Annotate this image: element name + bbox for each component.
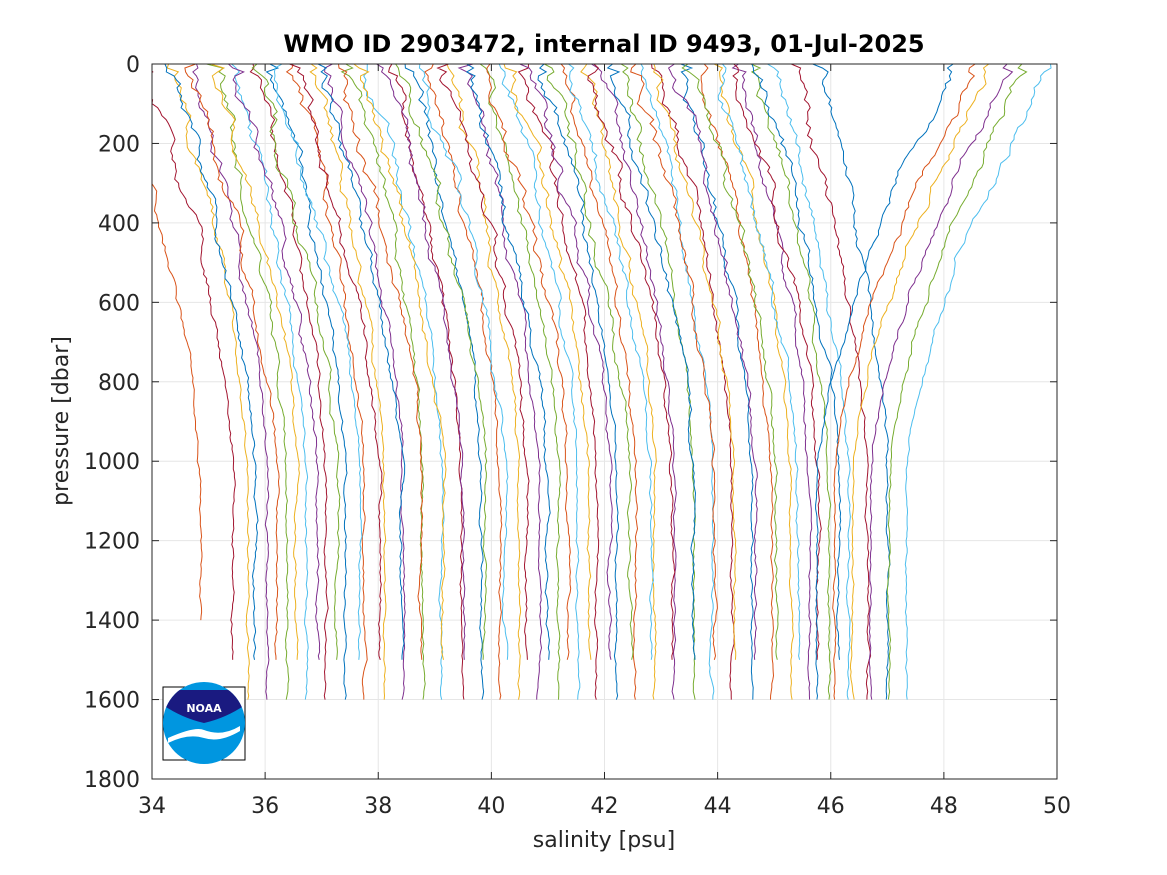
profile-line-28 <box>700 64 775 700</box>
profile-line-62 <box>717 64 801 660</box>
profile-line-29 <box>713 64 795 700</box>
y-tick-label: 1600 <box>84 689 140 714</box>
profile-line-71 <box>904 64 1052 700</box>
profile-line-34 <box>812 64 891 700</box>
profile-line-68 <box>849 64 990 700</box>
profile-line-50 <box>465 64 551 660</box>
profile-line-61 <box>681 64 779 660</box>
y-tick-label: 1200 <box>84 530 140 555</box>
profile-line-70 <box>886 64 1028 700</box>
y-tick-labels: 0 200 400 600 800 1000 1200 1400 1600 1800 <box>84 53 140 793</box>
profile-line-30 <box>731 64 813 700</box>
profile-line-56 <box>587 64 676 660</box>
profile-line-12 <box>388 64 465 700</box>
profile-line-51 <box>486 64 572 660</box>
profile-line-36 <box>164 64 259 660</box>
chart-title: WMO ID 2903472, internal ID 9493, 01-Jul… <box>283 30 924 58</box>
profile-line-5 <box>249 64 329 700</box>
profile-line-1 <box>166 64 250 700</box>
profile-line-65 <box>152 181 203 621</box>
axis-ticks <box>151 63 1058 780</box>
profile-line-66 <box>815 64 954 700</box>
x-tick-label: 40 <box>477 794 505 819</box>
profile-line-55 <box>568 64 655 660</box>
y-tick-label: 1000 <box>84 450 140 475</box>
profile-line-27 <box>680 64 754 700</box>
profile-line-48 <box>418 64 509 660</box>
x-tick-label: 50 <box>1043 794 1071 819</box>
profile-line-53 <box>519 64 614 660</box>
profile-line-21 <box>560 64 639 700</box>
x-tick-label: 42 <box>591 794 619 819</box>
y-tick-label: 800 <box>98 371 140 396</box>
profile-line-39 <box>228 64 321 660</box>
profile-line-46 <box>376 64 466 660</box>
profile-line-38 <box>210 64 300 660</box>
profile-line-47 <box>395 64 488 660</box>
profile-line-40 <box>251 64 341 660</box>
profile-line-16 <box>457 64 543 700</box>
profile-line-69 <box>868 64 1014 700</box>
profile-line-64 <box>751 64 842 660</box>
profile-line-6 <box>265 64 348 700</box>
profile-line-60 <box>667 64 758 660</box>
x-tick-label: 44 <box>704 794 732 819</box>
profile-line-3 <box>206 64 290 700</box>
profile-line-49 <box>436 64 530 660</box>
profile-line-58 <box>630 64 718 660</box>
profile-line-41 <box>273 64 363 660</box>
y-tick-label: 0 <box>126 53 140 78</box>
profile-line-54 <box>544 64 634 660</box>
profile-line-20 <box>537 64 619 700</box>
y-tick-label: 1400 <box>84 609 140 634</box>
profile-line-57 <box>606 64 697 660</box>
x-tick-label: 34 <box>138 794 166 819</box>
profile-line-43 <box>317 64 406 660</box>
profile-line-31 <box>750 64 832 700</box>
x-tick-label: 46 <box>817 794 845 819</box>
x-tick-label: 38 <box>364 794 392 819</box>
x-axis-label: salinity [psu] <box>533 828 675 853</box>
profile-line-2 <box>192 64 270 700</box>
profile-line-37 <box>184 64 280 660</box>
profile-line-8 <box>309 64 387 700</box>
profile-line-45 <box>353 64 447 660</box>
x-tick-label: 48 <box>930 794 958 819</box>
profile-line-33 <box>791 64 872 700</box>
profile-line-63 <box>732 64 822 660</box>
profile-line-14 <box>424 64 503 700</box>
profile-line-35 <box>152 64 236 660</box>
profile-line-59 <box>653 64 737 660</box>
y-axis-label: pressure [dbar] <box>49 336 74 506</box>
profile-line-11 <box>363 64 445 700</box>
profile-series-group <box>152 64 1052 700</box>
profile-line-32 <box>767 64 851 700</box>
profile-line-67 <box>832 64 976 700</box>
y-tick-label: 200 <box>98 132 140 157</box>
profile-line-9 <box>324 64 406 700</box>
y-tick-label: 400 <box>98 212 140 237</box>
profile-line-18 <box>498 64 581 700</box>
profile-line-4 <box>231 64 309 700</box>
profile-line-15 <box>446 64 522 700</box>
profile-line-10 <box>340 64 426 700</box>
profile-line-52 <box>503 64 592 660</box>
profile-line-7 <box>285 64 368 700</box>
profile-line-17 <box>479 64 562 700</box>
x-tick-label: 36 <box>251 794 279 819</box>
noaa-logo-text: NOAA <box>186 702 222 715</box>
profile-line-44 <box>338 64 424 660</box>
profile-line-23 <box>591 64 677 700</box>
y-tick-label: 600 <box>98 291 140 316</box>
profile-line-22 <box>580 64 657 700</box>
profile-line-26 <box>651 64 735 700</box>
y-tick-label: 1800 <box>84 768 140 793</box>
profile-line-42 <box>289 64 383 660</box>
profile-line-19 <box>517 64 600 700</box>
x-tick-labels: 34 36 38 40 42 44 46 48 50 <box>138 794 1071 819</box>
noaa-logo: NOAA <box>162 682 246 764</box>
